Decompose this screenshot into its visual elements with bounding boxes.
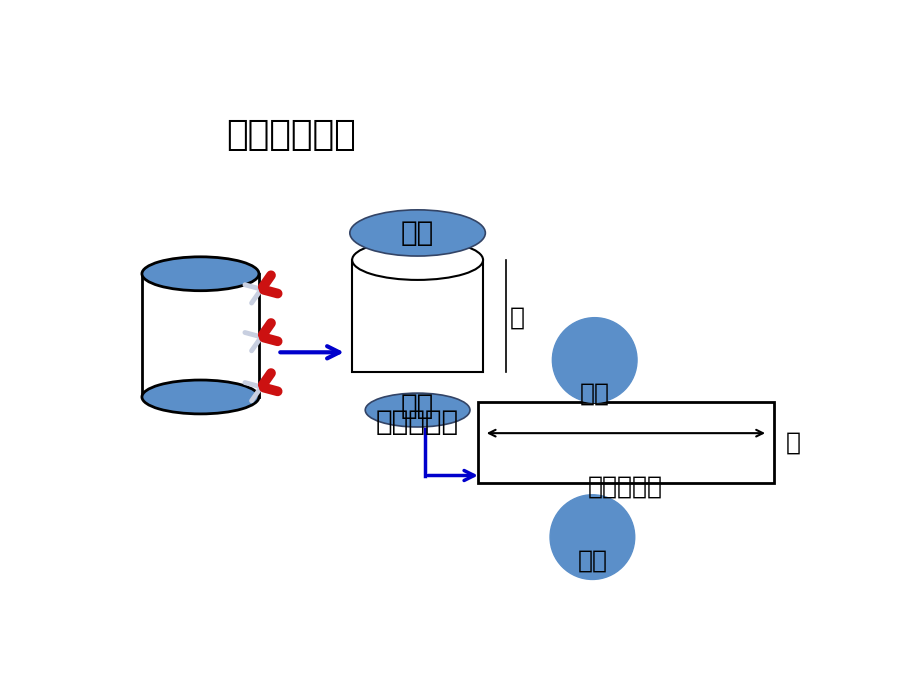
Text: 底面: 底面	[577, 548, 607, 572]
Text: 圆柱的侧面积: 圆柱的侧面积	[225, 118, 355, 152]
Text: 高: 高	[785, 431, 800, 455]
Ellipse shape	[551, 317, 636, 402]
Text: 底面: 底面	[401, 392, 434, 420]
Ellipse shape	[365, 393, 470, 427]
Text: 底面: 底面	[579, 381, 609, 405]
Text: 底面的周长: 底面的周长	[587, 475, 663, 499]
Bar	[477, 402, 773, 483]
Ellipse shape	[349, 210, 485, 256]
Text: 底面的周长: 底面的周长	[376, 408, 459, 435]
Ellipse shape	[550, 495, 634, 580]
Ellipse shape	[142, 257, 259, 290]
Text: 高: 高	[510, 306, 525, 330]
Ellipse shape	[352, 240, 482, 280]
Polygon shape	[352, 260, 482, 371]
Ellipse shape	[142, 380, 259, 414]
Polygon shape	[142, 274, 259, 397]
Text: 底面: 底面	[401, 219, 434, 247]
